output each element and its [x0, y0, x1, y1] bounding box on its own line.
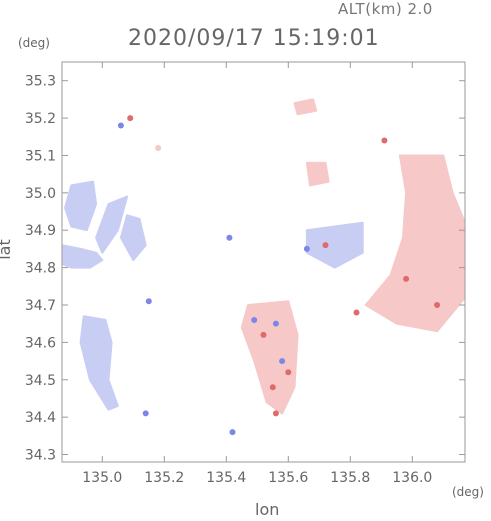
y-tick-label: 35.0 — [25, 186, 56, 202]
echo-region-mid-blue-finger — [119, 214, 147, 262]
echo-region-upper-red-patch — [305, 161, 330, 187]
echo-cell — [322, 242, 329, 249]
y-tick-label: 34.9 — [25, 223, 56, 239]
echo-region-west-blue-finger — [95, 195, 129, 254]
x-tick-label: 135.2 — [144, 470, 184, 486]
x-tick-label: 135.4 — [206, 470, 246, 486]
echo-cell — [142, 410, 149, 417]
y-tick-label: 34.7 — [25, 298, 56, 314]
altitude-label: ALT(km) 2.0 — [338, 0, 433, 18]
echo-cell — [269, 384, 276, 391]
y-tick-label: 34.6 — [25, 335, 56, 351]
echo-region-west-blue-band — [62, 244, 104, 269]
plot-frame — [61, 61, 466, 463]
echo-cell — [229, 429, 236, 436]
echo-layer — [62, 98, 465, 436]
axis-ticks: 135.0 135.2 135.4 135.6 135.8 136.0 34.3 34.4 34… — [25, 62, 465, 486]
echo-region-west-blue-patch — [64, 180, 98, 232]
echo-cell — [279, 358, 286, 365]
echo-region-central-mixed-cluster — [240, 300, 299, 415]
longitude-axis-label: lon — [255, 500, 280, 519]
echo-cell — [434, 301, 441, 308]
echo-cell — [260, 331, 267, 338]
y-tick-label: 34.8 — [25, 261, 56, 277]
x-tick-label: 135.8 — [330, 470, 370, 486]
echo-region-north-red-spot — [293, 98, 318, 116]
x-tick-label: 135.6 — [268, 470, 308, 486]
echo-cell — [127, 115, 134, 122]
echo-cell — [117, 122, 124, 129]
echo-cell — [226, 234, 233, 241]
longitude-unit-label: (deg) — [452, 485, 484, 499]
echo-cell — [303, 245, 310, 252]
y-tick-label: 35.3 — [25, 74, 56, 90]
y-tick-label: 34.5 — [25, 373, 56, 389]
timestamp-title: 2020/09/17 15:19:01 — [128, 26, 380, 51]
echo-cell — [155, 144, 162, 151]
echo-cell — [251, 316, 258, 323]
y-tick-label: 34.4 — [25, 410, 56, 426]
y-tick-label: 35.1 — [25, 148, 56, 164]
echo-region-midnorth-mixed — [305, 221, 364, 269]
echo-cell — [285, 369, 292, 376]
echo-cell — [403, 275, 410, 282]
echo-region-southwest-blue-arc — [79, 315, 119, 411]
echo-cell — [381, 137, 388, 144]
y-tick-label: 35.2 — [25, 111, 56, 127]
echo-cell — [145, 298, 152, 305]
latitude-unit-label: (deg) — [18, 36, 50, 50]
echo-cell — [272, 410, 279, 417]
x-tick-label: 135.0 — [82, 470, 122, 486]
echo-region-northeast-red-block — [364, 154, 465, 333]
echo-cell — [353, 309, 360, 316]
x-tick-label: 136.0 — [392, 470, 432, 486]
y-tick-label: 34.3 — [25, 448, 56, 464]
echo-cell — [272, 320, 279, 327]
